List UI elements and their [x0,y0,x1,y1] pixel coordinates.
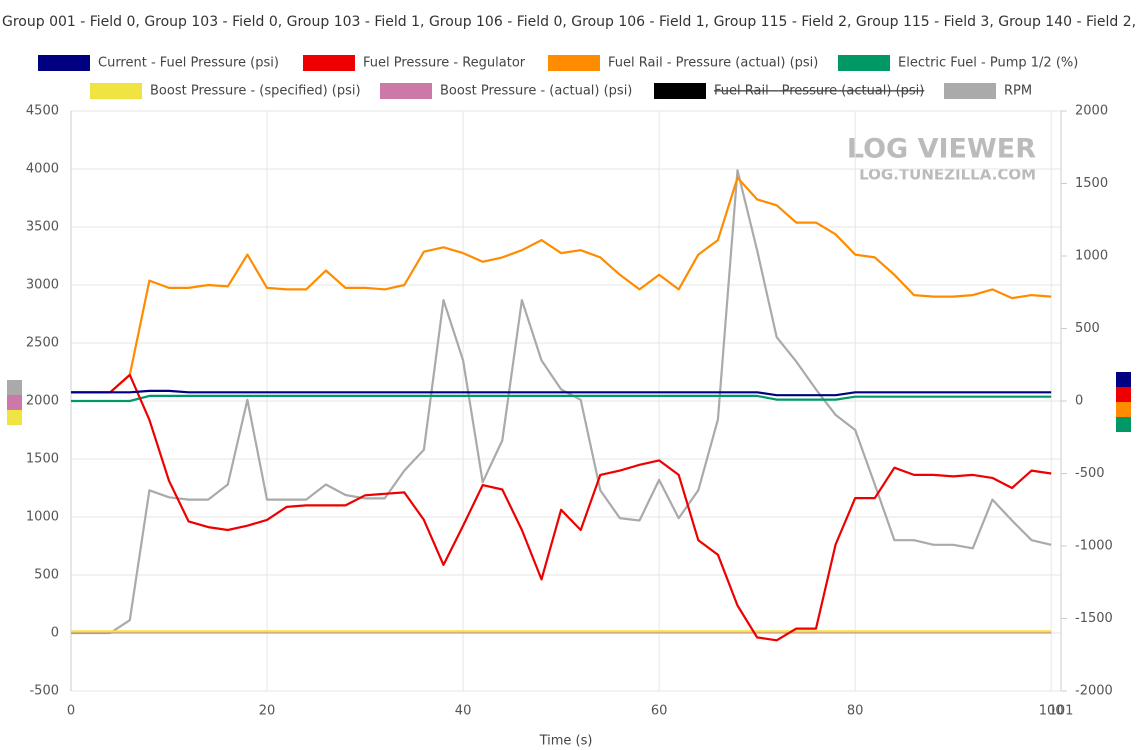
x-tick-label: 60 [651,704,668,719]
y-tick-label: 4000 [26,162,59,177]
series-line [71,169,1052,635]
y2-tick-label: 1000 [1075,249,1108,264]
y2-tick-label: 1500 [1075,176,1108,191]
legend-swatch [90,83,142,99]
y-tick-label: -500 [29,684,59,699]
y-tick-label: 1000 [26,510,59,525]
legend-swatch [548,55,600,71]
y2-tick-label: 500 [1075,321,1100,336]
watermark: LOG VIEWER [847,134,1036,165]
legend-swatch [38,55,90,71]
y-tick-label: 2000 [26,394,59,409]
series-line [71,176,1052,394]
series-line [71,389,1052,397]
axis-marker [1116,372,1131,387]
x-axis-label: Time (s) [539,734,593,749]
axis-marker [7,410,22,425]
y2-tick-label: 2000 [1075,104,1108,119]
y-tick-label: 1500 [26,452,59,467]
axis-marker [1116,387,1131,402]
x-tick-label: 80 [847,704,864,719]
legend-swatch [303,55,355,71]
y-tick-label: 0 [51,626,59,641]
legend-label[interactable]: Boost Pressure - (actual) (psi) [440,84,632,99]
y-tick-label: 3500 [26,220,59,235]
axis-marker [7,395,22,410]
x-tick-label: 40 [455,704,472,719]
x-tick-label: 0 [67,704,75,719]
series-line [71,373,1052,642]
legend-swatch [944,83,996,99]
legend-label[interactable]: Current - Fuel Pressure (psi) [98,56,279,71]
legend-label[interactable]: Boost Pressure - (specified) (psi) [150,84,361,99]
legend-label[interactable]: Electric Fuel - Pump 1/2 (%) [898,56,1078,71]
legend-swatch [838,55,890,71]
y2-tick-label: -2000 [1075,684,1113,699]
legend-label[interactable]: Fuel Pressure - Regulator [363,56,526,71]
y2-tick-label: -500 [1075,466,1105,481]
y-tick-label: 2500 [26,336,59,351]
y-tick-label: 4500 [26,104,59,119]
y2-tick-label: 0 [1075,394,1083,409]
y-tick-label: 500 [34,568,59,583]
axis-marker [1116,417,1131,432]
y-tick-label: 3000 [26,278,59,293]
watermark-sub: LOG.TUNEZILLA.COM [859,166,1036,184]
x-tick-label: 100 [1039,704,1064,719]
legend-swatch [654,83,706,99]
chart-title: Group 001 - Field 0, Group 103 - Field 0… [2,14,1138,30]
legend-label[interactable]: Fuel Rail - Pressure (actual) (psi) [608,56,818,71]
axis-marker [7,380,22,395]
y2-tick-label: -1500 [1075,611,1113,626]
axis-marker [1116,402,1131,417]
y2-tick-label: -1000 [1075,539,1113,554]
series-line [71,394,1052,403]
legend-label[interactable]: Fuel Rail - Pressure (actual) (psi) [714,84,924,99]
x-tick-label: 101 [1049,704,1074,719]
legend-label[interactable]: RPM [1004,84,1032,99]
legend-swatch [380,83,432,99]
x-tick-label: 20 [259,704,276,719]
